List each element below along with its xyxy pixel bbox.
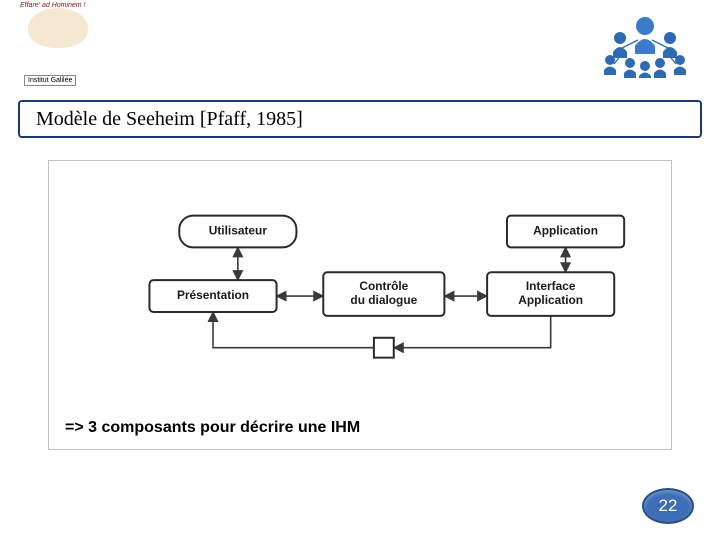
page-number-badge: 22 [642, 488, 694, 524]
logo-badge-shape [28, 8, 88, 48]
slide-title: Modèle de Seeheim [Pfaff, 1985] [36, 108, 303, 131]
node-label-interface: Interface [526, 279, 576, 293]
edge-interface-junction [394, 316, 551, 348]
node-label-interface: Application [518, 293, 583, 307]
node-label-presentation: Présentation [177, 288, 249, 302]
node-label-application: Application [533, 224, 598, 238]
page-number: 22 [659, 496, 678, 516]
node-label-utilisateur: Utilisateur [209, 224, 268, 238]
seeheim-diagram: Utilisateur Application Présentation Contrô… [49, 161, 671, 449]
institute-logo: Effare' ad Hominem ! Institut Galilée [28, 8, 108, 70]
diagram-caption: => 3 composants pour décrire une IHM [65, 419, 360, 437]
network-people-icon [600, 8, 690, 78]
logo-institute-label: Institut Galilée [24, 75, 76, 86]
node-label-controle: Contrôle [359, 279, 408, 293]
node-label-controle: du dialogue [350, 293, 417, 307]
node-junction [374, 338, 394, 358]
diagram-frame: Utilisateur Application Présentation Contrô… [48, 160, 672, 450]
header: Effare' ad Hominem ! Institut Galilée [0, 0, 720, 95]
slide-title-bar: Modèle de Seeheim [Pfaff, 1985] [18, 100, 702, 138]
edge-junction-presentation [213, 312, 374, 348]
